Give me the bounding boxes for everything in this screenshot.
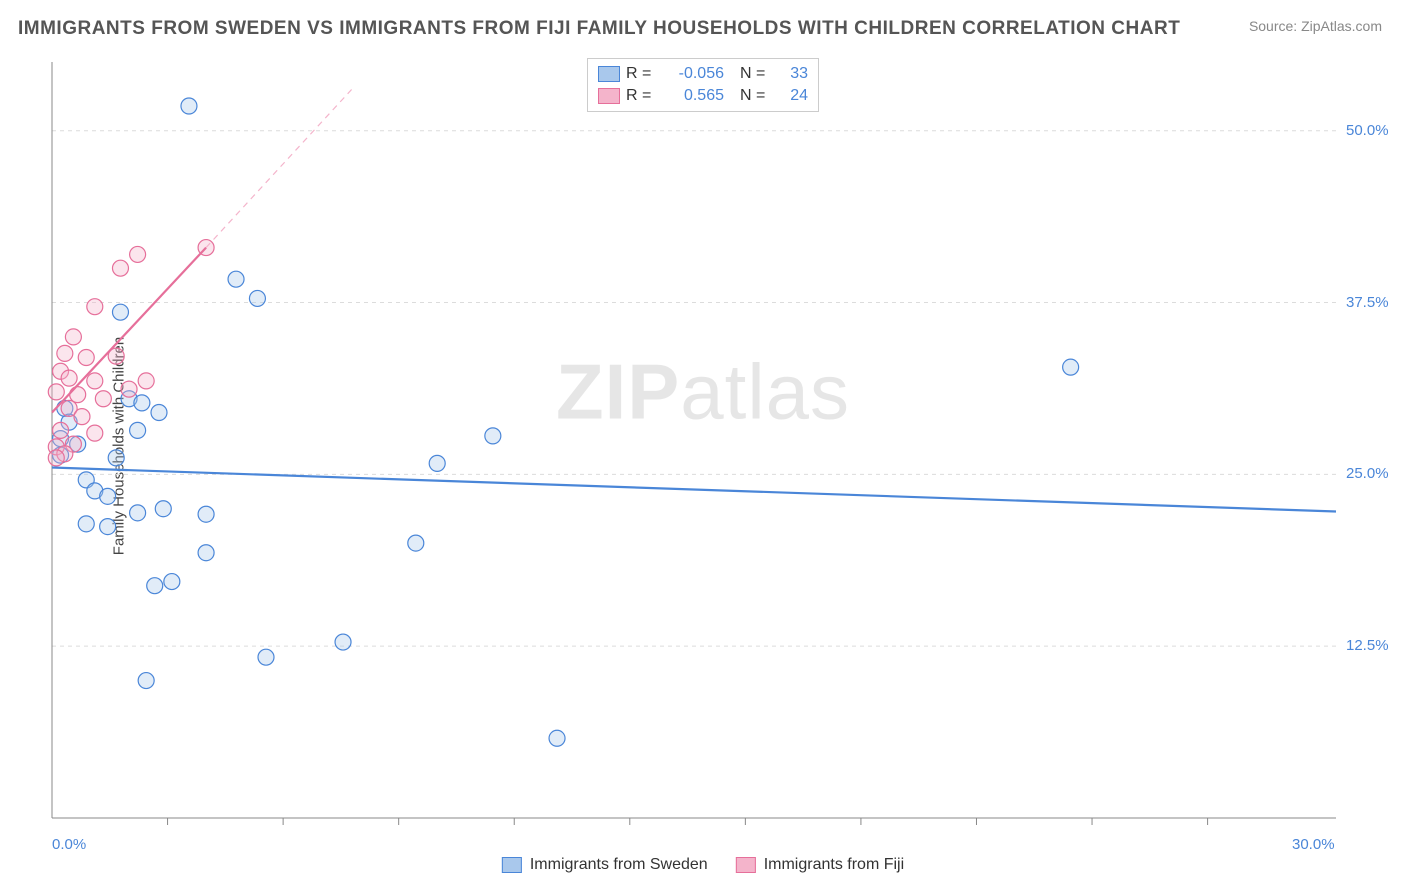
legend-swatch — [502, 857, 522, 873]
legend-r-label: R = — [626, 65, 658, 83]
y-tick-label: 12.5% — [1346, 637, 1389, 654]
source-link[interactable]: ZipAtlas.com — [1301, 18, 1382, 34]
y-tick-label: 37.5% — [1346, 294, 1389, 311]
legend-item-sweden: Immigrants from Sweden — [502, 856, 708, 874]
chart-area — [46, 56, 1396, 842]
legend-row-fiji: R = 0.565 N = 24 — [598, 85, 808, 107]
legend-item-fiji: Immigrants from Fiji — [736, 856, 904, 874]
legend-series-label: Immigrants from Fiji — [764, 856, 904, 874]
y-tick-label: 25.0% — [1346, 465, 1389, 482]
legend-swatch — [598, 66, 620, 82]
source-label: Source: — [1249, 18, 1297, 34]
series-legend: Immigrants from Sweden Immigrants from Fi… — [502, 856, 904, 874]
legend-n-label: N = — [740, 87, 772, 105]
legend-n-value: 33 — [778, 65, 808, 83]
y-tick-label: 50.0% — [1346, 122, 1389, 139]
legend-r-value: -0.056 — [664, 65, 724, 83]
x-tick-label: 30.0% — [1292, 836, 1335, 853]
legend-n-value: 24 — [778, 87, 808, 105]
chart-title: IMMIGRANTS FROM SWEDEN VS IMMIGRANTS FRO… — [18, 18, 1180, 40]
scatter-chart-svg — [46, 56, 1396, 842]
legend-n-label: N = — [740, 65, 772, 83]
legend-r-label: R = — [626, 87, 658, 105]
source-attribution: Source: ZipAtlas.com — [1249, 18, 1382, 34]
legend-swatch — [598, 88, 620, 104]
legend-swatch — [736, 857, 756, 873]
legend-row-sweden: R = -0.056 N = 33 — [598, 63, 808, 85]
legend-series-label: Immigrants from Sweden — [530, 856, 708, 874]
correlation-legend: R = -0.056 N = 33 R = 0.565 N = 24 — [587, 58, 819, 112]
x-tick-label: 0.0% — [52, 836, 86, 853]
legend-r-value: 0.565 — [664, 87, 724, 105]
